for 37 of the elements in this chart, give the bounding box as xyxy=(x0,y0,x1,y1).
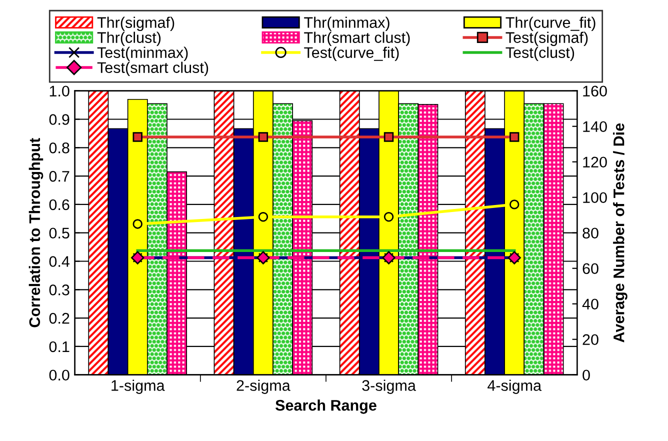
y-tick-label: 0.5 xyxy=(49,228,70,239)
y2-tick-label: 60 xyxy=(582,263,598,274)
x-tick-label: 1-sigma xyxy=(112,380,165,394)
x-tick-label: 4-sigma xyxy=(488,380,542,394)
legend-label: Thr(minmax) xyxy=(304,16,390,31)
legend-label: Test(clust) xyxy=(506,46,574,61)
y-tick-label: 0.3 xyxy=(49,284,70,296)
y2-tick-label: 120 xyxy=(583,156,607,168)
legend-label: Test(smart clust) xyxy=(97,62,208,76)
y2-tick-label: 100 xyxy=(583,192,607,204)
y-tick-label: 0.0 xyxy=(49,370,70,381)
y2-tick-label: 140 xyxy=(583,121,607,132)
legend-label: Thr(clust) xyxy=(97,32,161,46)
y2-tick-label: 20 xyxy=(582,334,598,346)
y-tick-label: 0.6 xyxy=(49,199,70,210)
x-tick-label: 3-sigma xyxy=(362,380,416,394)
y2-tick-label: 40 xyxy=(582,298,598,310)
legend-label: Thr(curve_fit) xyxy=(506,16,596,31)
x-tick-label: 2-sigma xyxy=(236,380,290,394)
y2-tick-label: 160 xyxy=(583,86,607,97)
legend-label: Test(sigmaf) xyxy=(506,32,588,46)
legend-label: Test(minmax) xyxy=(97,46,188,61)
y-tick-label: 0.7 xyxy=(49,170,70,182)
y-tick-label: 0.9 xyxy=(49,114,70,125)
y-tick-label: 0.8 xyxy=(49,142,70,154)
y-tick-label: 0.1 xyxy=(49,341,70,352)
y2-tick-label: 80 xyxy=(582,228,598,239)
y2-tick-label: 0 xyxy=(582,370,590,381)
legend-label: Test(curve_fit) xyxy=(304,46,399,61)
y-axis-title: Correlation to Throughput xyxy=(28,138,44,328)
legend-label: Thr(smart clust) xyxy=(304,32,410,46)
y-tick-label: 1.0 xyxy=(50,86,70,97)
y2-axis-title: Average Number of Tests / Die xyxy=(613,123,628,342)
legend-label: Thr(sigmaf) xyxy=(97,16,174,31)
x-axis-title: Search Range xyxy=(275,400,376,414)
y-tick-label: 0.4 xyxy=(49,256,70,267)
y-tick-label: 0.2 xyxy=(49,312,70,324)
